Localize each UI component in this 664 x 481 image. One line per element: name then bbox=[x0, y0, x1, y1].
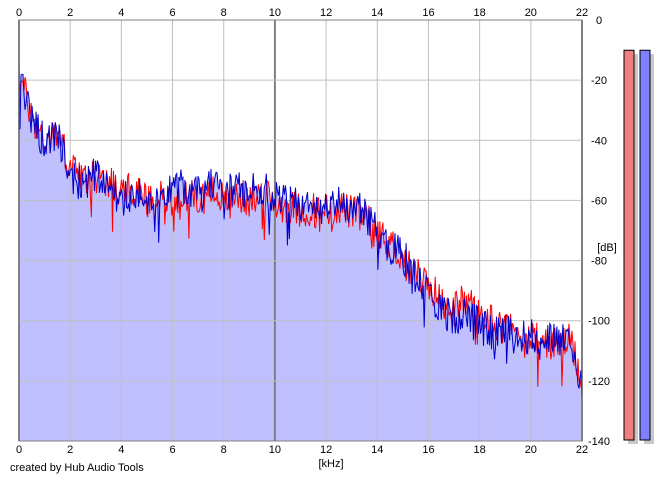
y-tick-label: -80 bbox=[591, 256, 607, 268]
x-tick-label-top: 16 bbox=[422, 7, 434, 19]
y-axis-label: [dB] bbox=[597, 242, 617, 254]
x-tick-label-top: 18 bbox=[474, 7, 486, 19]
x-tick-label-bottom: 4 bbox=[118, 444, 124, 456]
y-tick-label: -20 bbox=[591, 75, 607, 87]
x-tick-label-bottom: 2 bbox=[67, 444, 73, 456]
y-tick-label: -140 bbox=[588, 436, 610, 448]
spectrum-fill-area bbox=[19, 65, 582, 442]
level-meter-blue bbox=[639, 49, 651, 441]
x-tick-label-bottom: 16 bbox=[422, 444, 434, 456]
y-tick-label: -120 bbox=[588, 376, 610, 388]
y-tick-label: -100 bbox=[588, 316, 610, 328]
x-tick-label-top: 12 bbox=[320, 7, 332, 19]
x-tick-label-bottom: 6 bbox=[169, 444, 175, 456]
x-tick-label-bottom: 0 bbox=[16, 444, 22, 456]
x-tick-label-top: 14 bbox=[371, 7, 383, 19]
y-tick-labels: 0 -20 -40 -60 -80 -100 -120 -140 bbox=[588, 15, 610, 448]
series-lines bbox=[18, 65, 583, 401]
x-tick-label-top: 20 bbox=[525, 7, 537, 19]
x-tick-label-bottom: 20 bbox=[525, 444, 537, 456]
y-tick-label: -60 bbox=[591, 195, 607, 207]
x-tick-labels-top: 0 2 4 6 8 10 12 14 16 18 20 22 bbox=[16, 7, 588, 19]
spectrum-fill bbox=[19, 65, 582, 442]
x-tick-label-top: 2 bbox=[67, 7, 73, 19]
x-tick-label-top: 6 bbox=[169, 7, 175, 19]
x-tick-label-bottom: 18 bbox=[474, 444, 486, 456]
series-line-blue bbox=[18, 65, 583, 401]
x-tick-label-top: 10 bbox=[269, 7, 281, 19]
x-tick-label-top: 0 bbox=[16, 7, 22, 19]
x-tick-label-top: 22 bbox=[576, 7, 588, 19]
x-tick-label-bottom: 10 bbox=[269, 444, 281, 456]
x-axis-label: [kHz] bbox=[318, 458, 343, 470]
x-tick-label-bottom: 8 bbox=[221, 444, 227, 456]
x-tick-label-bottom: 14 bbox=[371, 444, 383, 456]
plot-border bbox=[18, 19, 583, 442]
x-tick-label-bottom: 22 bbox=[576, 444, 588, 456]
x-tick-labels-bottom: 0 2 4 6 8 10 12 14 16 18 20 22 bbox=[16, 444, 588, 456]
level-meters bbox=[623, 49, 654, 445]
x-tick-label-bottom: 12 bbox=[320, 444, 332, 456]
y-tick-label: 0 bbox=[596, 15, 602, 27]
x-tick-label-top: 4 bbox=[118, 7, 124, 19]
x-tick-label-top: 8 bbox=[221, 7, 227, 19]
credit-text: created by Hub Audio Tools bbox=[10, 462, 144, 474]
level-meter-red bbox=[623, 49, 635, 441]
y-tick-label: -40 bbox=[591, 135, 607, 147]
